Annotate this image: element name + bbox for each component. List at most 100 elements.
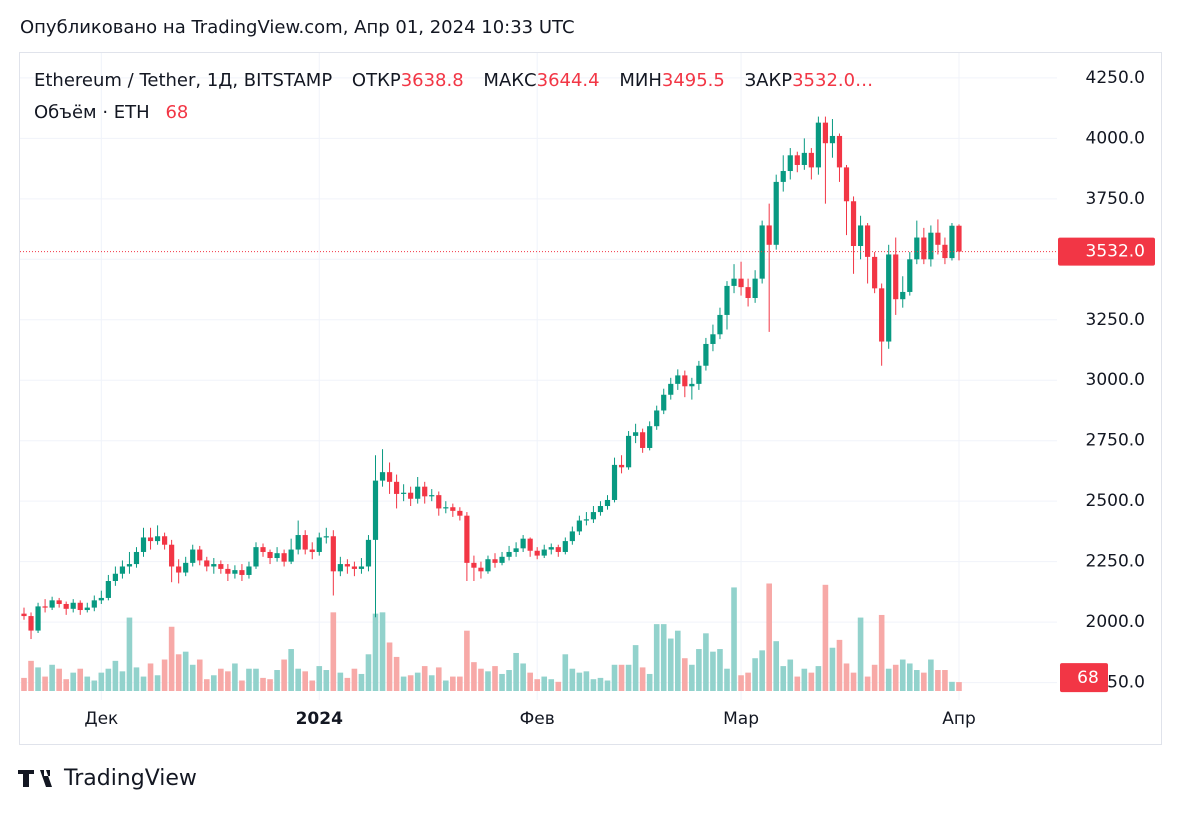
volume-bar [646,673,653,691]
candle-body [246,566,252,575]
candle-body [232,570,238,574]
volume-bar [77,668,84,691]
volume-bar [590,679,597,691]
candle-body [112,573,118,581]
volume-bar [281,659,287,691]
volume-bar [42,676,48,691]
candle-body [119,566,126,574]
volume-label: Объём · ETH [34,102,150,123]
volume-bar [147,663,154,691]
volume-bars [21,583,962,691]
volume-bar [717,649,723,691]
candle-body [956,225,962,252]
candle-body [900,291,906,300]
volume-bar [133,667,140,691]
volume-bar [421,666,428,691]
x-tick-label: Дек [84,709,118,729]
volume-bar [450,676,456,691]
candle-body [302,535,308,550]
volume-bar [337,672,344,691]
candle-body [422,486,428,497]
volume-bar [84,676,91,691]
candle-body [457,510,463,516]
candle-body [682,375,688,387]
volume-bar [358,673,365,691]
volume-bar [267,679,273,691]
axis: 1750.02000.02250.02500.02750.03000.03250… [20,68,1155,729]
candle-body [169,544,175,567]
candle-body [555,547,561,552]
volume-bar [822,584,829,691]
candle-body [309,549,315,552]
volume-bar [942,670,948,691]
candle-body [829,135,836,144]
volume-bar [921,672,927,691]
volume-bar [885,668,892,691]
volume-bar [98,672,105,691]
volume-legend: Объём · ETH 68 [34,102,188,123]
grid [20,53,1057,700]
volume-bar [703,633,709,691]
candle-body [597,506,604,513]
volume-bar [892,664,899,691]
candle-body [724,285,730,315]
candle-body [415,486,421,499]
volume-bar [731,587,737,691]
legend-value: 3644.4 [536,70,600,91]
legend-label: МИН [619,70,662,91]
candle-body [907,259,913,292]
candle-body [239,570,245,575]
volume-bar [738,675,744,691]
volume-bar [211,675,217,691]
candle-body [176,566,182,573]
candle-body [668,383,674,395]
volume-bar [576,672,583,691]
volume-bar [836,639,843,691]
candle-body [56,600,62,604]
volume-bar [667,638,674,691]
candle-body [218,564,224,569]
candle-body [569,531,575,542]
candle-body [49,600,55,608]
volume-bar [520,663,526,691]
symbol-legend: Ethereum / Tether, 1Д, BITSTAMP ОТКР3638… [34,70,873,91]
volume-bar [232,663,238,691]
y-tick-label: 3250.0 [1086,310,1145,330]
published-note: Опубликовано на TradingView.com, Апр 01,… [20,17,575,38]
candle-body [949,225,955,259]
volume-bar [689,664,695,691]
candle-body [379,472,386,481]
x-tick-label: Фев [520,709,555,729]
candle-body [872,256,878,289]
volume-bar [618,664,625,691]
volume-tag [1060,663,1108,693]
candle-body [752,278,758,299]
volume-bar [161,659,168,691]
volume-bar [457,676,463,691]
volume-bar [365,654,372,691]
candle-body [520,538,526,549]
volume-bar [632,645,639,691]
volume-bar [351,668,358,691]
candle-body [590,512,597,520]
volume-bar [597,677,604,691]
candle-body [365,539,372,567]
candle-body [197,549,203,561]
candle-body [576,520,582,532]
volume-bar [513,652,519,691]
candle-body [928,232,934,260]
candle-body [914,237,920,260]
volume-bar [604,680,611,691]
volume-value: 68 [165,102,189,123]
candle-body [295,535,301,550]
candle-body [450,507,456,511]
volume-bar [414,672,421,691]
y-tick-label: 2000.0 [1086,612,1145,632]
candle-body [822,122,829,144]
volume-bar [91,680,98,691]
candle-body [689,383,695,387]
volume-bar [70,672,77,691]
volume-bar [435,667,442,691]
volume-bar [843,663,850,691]
